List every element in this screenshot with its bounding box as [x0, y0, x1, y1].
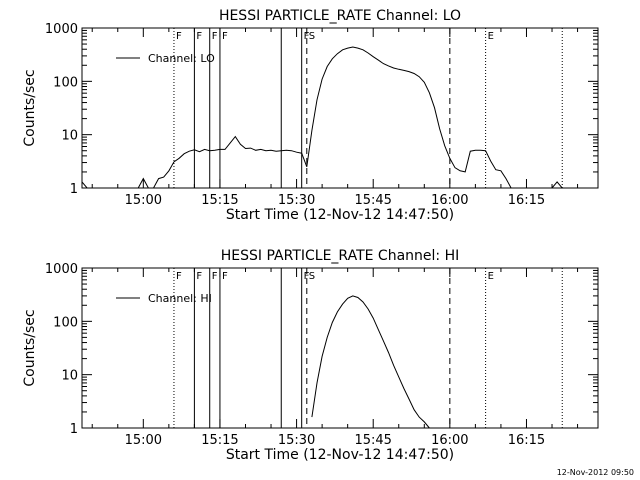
y-tick-label: 1000 — [45, 22, 78, 37]
chart-title: HESSI PARTICLE_RATE Channel: LO — [219, 8, 461, 24]
x-tick-label: 15:00 — [125, 193, 162, 208]
event-flag-label: F — [196, 271, 202, 282]
x-tick-label: 16:00 — [431, 433, 468, 448]
event-flag-label: F — [304, 31, 310, 42]
y-tick-label: 1 — [70, 422, 78, 437]
y-tick-label: 100 — [53, 315, 78, 330]
x-tick-label: 15:15 — [201, 433, 238, 448]
event-flag-label: F — [176, 31, 182, 42]
x-tick-label: 15:30 — [278, 433, 315, 448]
plot-timestamp: 12-Nov-2012 09:50 — [556, 468, 634, 477]
x-tick-label: 16:00 — [431, 193, 468, 208]
legend-label: Channel: HI — [148, 292, 212, 305]
x-tick-label: 15:45 — [354, 433, 391, 448]
event-flag-label: E — [488, 271, 494, 282]
event-flag-label: E — [488, 31, 494, 42]
legend-label: Channel: LO — [148, 52, 215, 65]
y-axis-label: Counts/sec — [22, 69, 38, 146]
chart-panel-1: HESSI PARTICLE_RATE Channel: LO 1 10 100 100… — [22, 8, 599, 223]
y-tick-label: 1000 — [45, 262, 78, 277]
plot-frame — [81, 27, 599, 189]
x-axis-label: Start Time (12-Nov-12 14:47:50) — [226, 447, 454, 463]
event-flag-label: F — [222, 31, 228, 42]
x-tick-label: 16:15 — [508, 193, 545, 208]
x-tick-label: 15:30 — [278, 193, 315, 208]
x-tick-label: 15:45 — [354, 193, 391, 208]
x-tick-label: 15:00 — [125, 433, 162, 448]
y-tick-label: 10 — [61, 129, 78, 144]
event-flag-label: S — [309, 271, 315, 282]
event-flag-label: F — [176, 271, 182, 282]
event-flag-label: F — [212, 31, 218, 42]
event-flag-label: F — [212, 271, 218, 282]
event-flag-label: F — [304, 271, 310, 282]
x-axis-label: Start Time (12-Nov-12 14:47:50) — [226, 207, 454, 223]
chart-panel-2: HESSI PARTICLE_RATE Channel: HI 1 10 100 100… — [22, 248, 599, 463]
chart-title: HESSI PARTICLE_RATE Channel: HI — [221, 248, 459, 264]
data-series-line — [311, 295, 430, 429]
event-flag-label: F — [196, 31, 202, 42]
y-axis-label: Counts/sec — [22, 309, 38, 386]
y-tick-label: 10 — [61, 369, 78, 384]
x-tick-label: 15:15 — [201, 193, 238, 208]
y-tick-label: 100 — [53, 75, 78, 90]
event-flag-label: S — [309, 31, 315, 42]
x-tick-label: 16:15 — [508, 433, 545, 448]
event-flag-label: F — [222, 271, 228, 282]
data-series-line — [81, 46, 598, 189]
y-tick-label: 1 — [70, 182, 78, 197]
plot-frame — [81, 267, 599, 429]
